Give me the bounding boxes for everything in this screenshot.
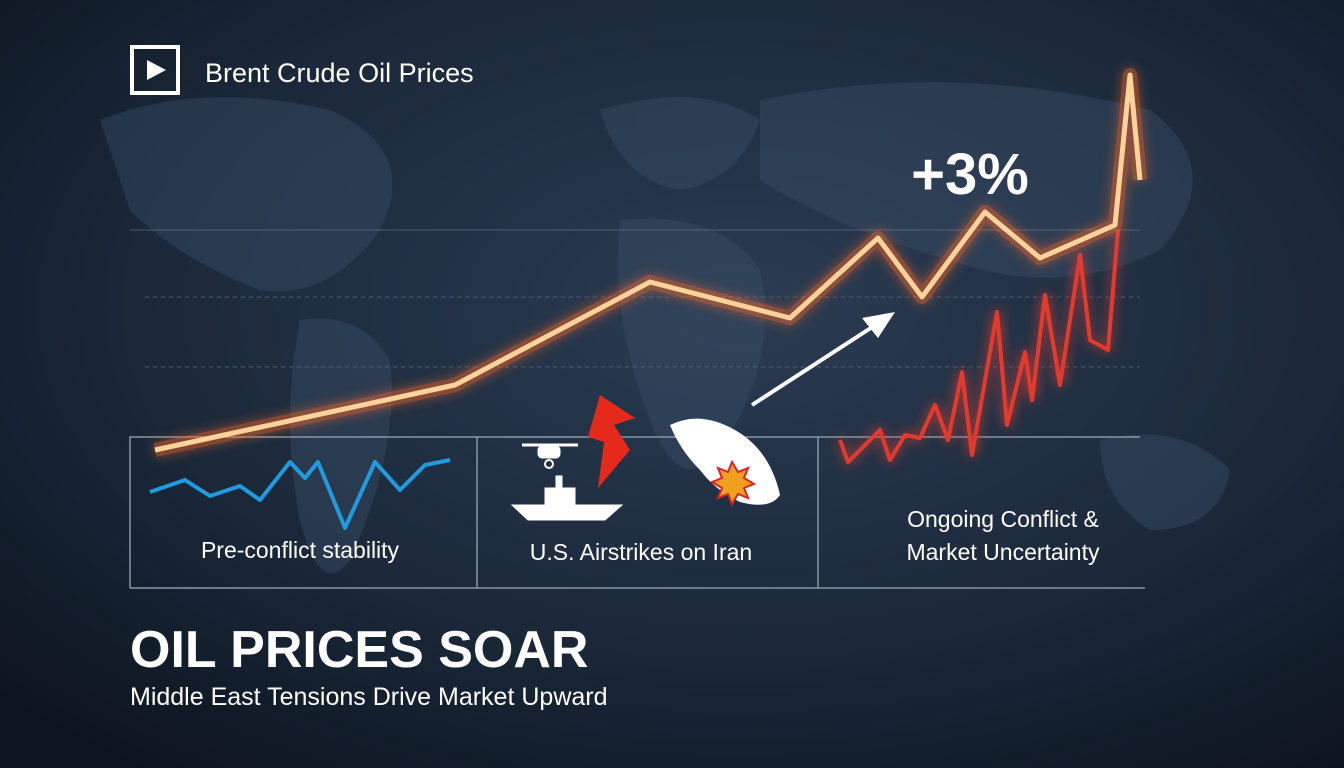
play-icon <box>130 45 180 95</box>
lightning-icon <box>588 395 635 488</box>
panel-frames <box>129 436 1145 589</box>
blue-line <box>149 458 451 530</box>
subheadline: Middle East Tensions Drive Market Upward <box>130 683 608 711</box>
headline: OIL PRICES SOAR <box>130 621 588 679</box>
panel-label: U.S. Airstrikes on Iran <box>530 539 752 565</box>
world-map <box>100 82 1230 574</box>
title: Brent Crude Oil Prices <box>205 58 474 88</box>
arrow <box>750 312 895 407</box>
panel-label: Pre-conflict stability <box>201 537 400 563</box>
drone-ship-icon <box>510 443 624 521</box>
panel-label: Market Uncertainty <box>906 539 1100 565</box>
panel-label: Ongoing Conflict & <box>907 506 1099 532</box>
iran-map-icon <box>670 418 780 507</box>
orange-line-core <box>154 72 1143 453</box>
change-annotation: +3% <box>911 142 1029 207</box>
red-line <box>838 229 1120 464</box>
